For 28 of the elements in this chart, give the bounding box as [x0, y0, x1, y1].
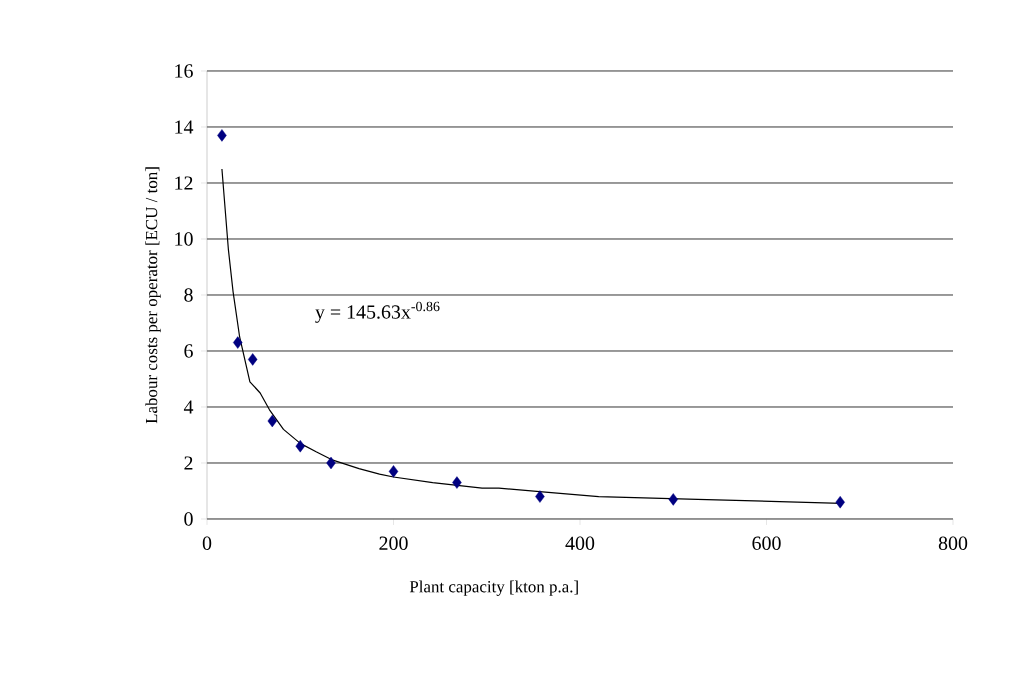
point: [217, 129, 227, 142]
point: [295, 439, 305, 453]
annotation: y = 145.63x$^{-0.86}$: [315, 301, 440, 323]
x-tick-label: 0: [202, 536, 212, 550]
y-tick-label: 14: [175, 120, 194, 134]
point: [668, 493, 678, 506]
point: [835, 495, 845, 509]
y-tick-label: 0: [184, 512, 193, 526]
x-tick-label: 800: [938, 536, 968, 550]
y-tick-label: 8: [184, 288, 193, 302]
point: [326, 456, 336, 470]
y-axis-title: Labour costs per operator [ECU / ton]: [145, 167, 161, 424]
x-tick-label: 400: [565, 536, 595, 550]
y-tick-label: 6: [184, 344, 193, 358]
x-tick-label: 200: [379, 536, 408, 550]
point: [233, 336, 243, 349]
y-tick-label: 10: [175, 232, 193, 246]
y-tick-label: 12: [175, 176, 193, 190]
x-tick-label: 600: [752, 536, 781, 550]
point: [452, 476, 462, 489]
x-axis-title: Plant capacity [kton p.a.]: [409, 580, 578, 596]
y-tick-label: 2: [184, 456, 193, 470]
y-tick-label: 16: [175, 64, 193, 78]
point: [388, 465, 399, 478]
point: [267, 414, 277, 428]
point: [535, 490, 545, 503]
point: [248, 353, 258, 366]
y-tick-label: 4: [183, 400, 194, 414]
